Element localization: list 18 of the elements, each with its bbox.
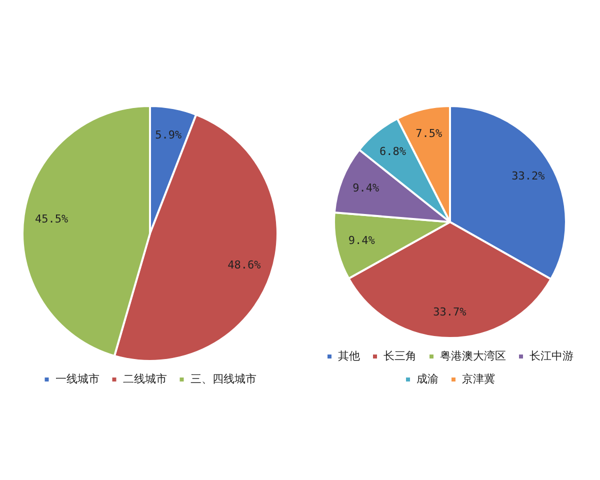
legend-label: 三、四线城市 [190,372,256,386]
legend-label: 粤港澳大湾区 [440,349,506,362]
data-label: 33.2% [512,169,546,182]
data-label: 33.7% [433,305,467,318]
data-label: 9.4% [348,234,376,248]
data-label: 48.6% [228,258,262,272]
data-label: 45.5% [34,212,68,226]
legend-label: 成渝 [416,372,438,386]
legend-label: 一线城市 [55,372,100,386]
legend-label: 长三角 [384,349,416,362]
data-label: 6.8% [380,144,406,158]
legend-label: 其他 [338,349,360,362]
data-label: 5.9% [155,128,182,142]
legend-label: 二线城市 [122,372,167,386]
legend-label: 京津冀 [462,372,495,386]
legend-label: 长江中游 [530,349,574,362]
data-label: 7.5% [416,126,442,140]
data-label: 9.4% [352,182,380,195]
